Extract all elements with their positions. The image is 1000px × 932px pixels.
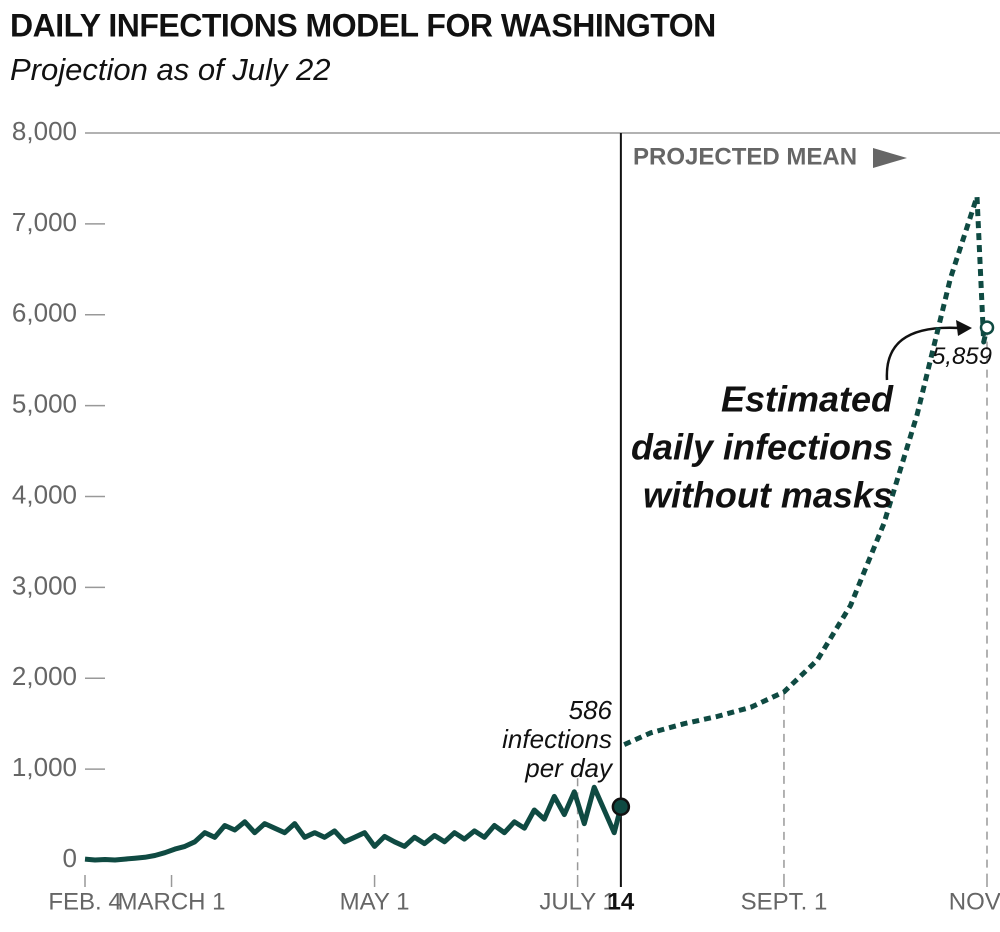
y-tick-label: 3,000 [12,570,77,600]
arrow-head [956,320,972,336]
data-label: 5,859 [932,343,992,370]
y-tick-label: 8,000 [12,116,77,146]
annotation: per day [524,753,614,783]
y-tick-label: 5,000 [12,389,77,419]
y-tick-label: 4,000 [12,479,77,509]
annotation: 586 [569,695,613,725]
x-tick-label: 14 [608,888,635,915]
x-tick-label: MARCH 1 [118,888,226,915]
annotation: daily infections [631,427,893,468]
y-tick-label: 6,000 [12,298,77,328]
end-point [611,797,631,816]
chart-subtitle: Projection as of July 22 [10,52,331,87]
projected-label: PROJECTED MEAN [633,143,857,170]
end-point [979,320,995,335]
callout-arrow [885,326,961,381]
x-tick-label: MAY 1 [340,888,410,915]
chart-title: DAILY INFECTIONS MODEL FOR WASHINGTON [10,7,716,43]
x-tick-label: SEPT. 1 [741,888,828,915]
x-tick-label: NOV. 1 [949,888,1000,915]
series-line [623,194,990,747]
annotation: Estimated [721,379,894,420]
x-tick-label: FEB. 4 [48,888,121,915]
y-tick-label: 7,000 [12,207,77,237]
y-tick-label: 2,000 [12,661,77,691]
arrow-icon [873,148,907,168]
annotation: infections [502,724,612,754]
y-tick-label: 1,000 [12,752,77,782]
y-tick-label: 0 [63,843,77,873]
x-tick-label: JULY 1 [539,888,616,915]
annotation: without masks [643,475,893,516]
series-line [84,784,624,863]
